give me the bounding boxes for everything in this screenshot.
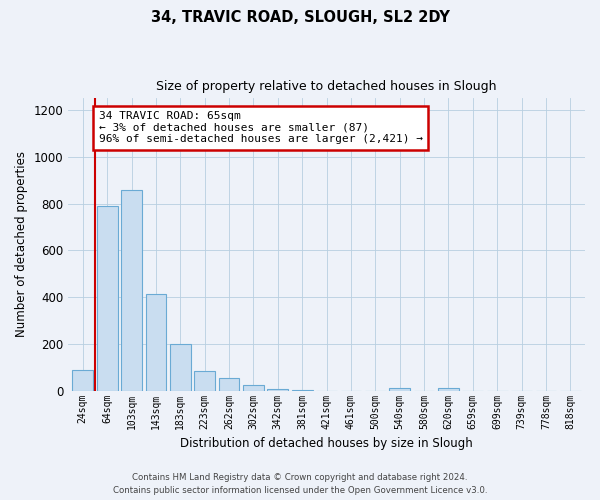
Text: Contains HM Land Registry data © Crown copyright and database right 2024.
Contai: Contains HM Land Registry data © Crown c… bbox=[113, 473, 487, 495]
Bar bbox=[121, 190, 142, 390]
Bar bbox=[219, 378, 239, 390]
X-axis label: Distribution of detached houses by size in Slough: Distribution of detached houses by size … bbox=[180, 437, 473, 450]
Bar bbox=[243, 386, 264, 390]
Bar bbox=[389, 388, 410, 390]
Bar bbox=[268, 389, 288, 390]
Title: Size of property relative to detached houses in Slough: Size of property relative to detached ho… bbox=[157, 80, 497, 93]
Bar bbox=[194, 371, 215, 390]
Bar bbox=[146, 294, 166, 390]
Bar bbox=[73, 370, 93, 390]
Bar bbox=[97, 206, 118, 390]
Bar bbox=[170, 344, 191, 391]
Bar bbox=[438, 388, 459, 390]
Y-axis label: Number of detached properties: Number of detached properties bbox=[15, 152, 28, 338]
Text: 34 TRAVIC ROAD: 65sqm
← 3% of detached houses are smaller (87)
96% of semi-detac: 34 TRAVIC ROAD: 65sqm ← 3% of detached h… bbox=[98, 111, 422, 144]
Text: 34, TRAVIC ROAD, SLOUGH, SL2 2DY: 34, TRAVIC ROAD, SLOUGH, SL2 2DY bbox=[151, 10, 449, 25]
